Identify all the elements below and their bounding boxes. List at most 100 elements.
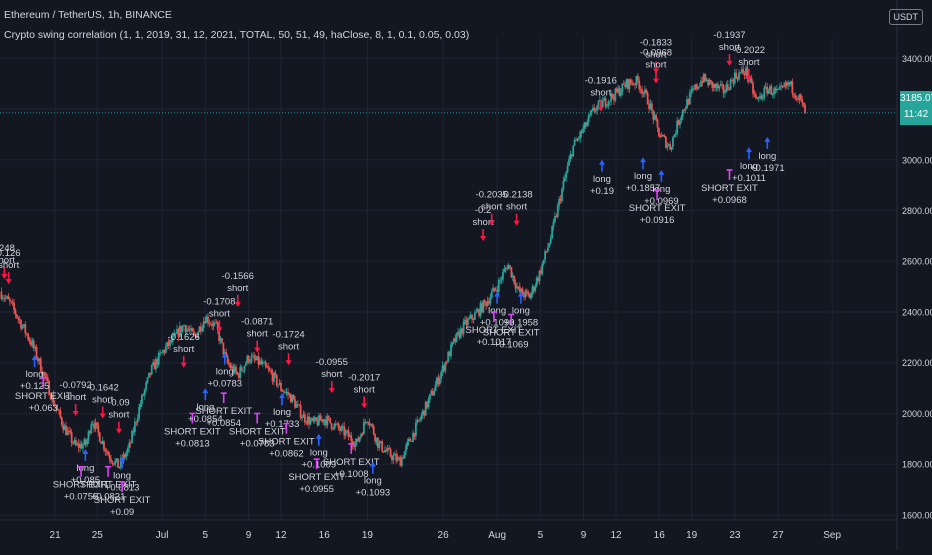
candle-body xyxy=(707,79,709,86)
candle-body xyxy=(615,88,618,93)
candle-body xyxy=(80,443,83,449)
exit-signal-label: SHORT EXIT xyxy=(164,426,221,437)
candle-body xyxy=(511,275,514,278)
candle-body xyxy=(555,216,558,217)
candle-body xyxy=(14,309,17,315)
x-tick-label: 16 xyxy=(654,530,666,541)
candle-body xyxy=(313,417,316,422)
candle-body xyxy=(244,363,247,366)
candle-body xyxy=(593,107,596,111)
candle-body xyxy=(74,440,77,445)
candle-body xyxy=(596,106,598,111)
candle-body xyxy=(295,404,298,408)
candle-body xyxy=(784,82,787,87)
candle-body xyxy=(423,410,426,416)
candle-body xyxy=(572,145,575,157)
indicator-legend[interactable]: Crypto swing correlation (1, 1, 2019, 31… xyxy=(4,29,470,41)
signal-exit: SHORT EXIT+0.0755 xyxy=(53,465,110,503)
candle-body xyxy=(41,371,44,375)
candle-body xyxy=(798,94,801,100)
signal-exit: SHORT EXIT+0.0813 xyxy=(164,412,221,449)
candle-body xyxy=(655,115,658,120)
candle-body xyxy=(379,441,382,443)
candle-body xyxy=(514,283,517,289)
candle-body xyxy=(348,435,351,437)
short-signal-label: short xyxy=(719,42,740,53)
candle-body xyxy=(215,322,218,324)
candle-body xyxy=(246,355,249,364)
candle-body xyxy=(586,121,589,127)
candle-body xyxy=(160,352,163,354)
candle-body xyxy=(323,419,326,423)
long-arrow-icon xyxy=(745,147,752,153)
candle-body xyxy=(631,83,634,85)
short-signal-label: -0.09 xyxy=(108,398,130,409)
long-signal-label: long xyxy=(512,306,530,317)
candle-body xyxy=(391,456,393,461)
candle-body xyxy=(4,297,7,299)
candle-body xyxy=(111,461,114,464)
short-arrow-icon xyxy=(285,360,292,366)
signal-exit: SHORT EXIT+0.0821 xyxy=(80,465,137,503)
signal-exit: SHORT EXIT+0.09 xyxy=(94,481,151,518)
candle-body xyxy=(669,144,672,150)
long-signal-label: +0.1011 xyxy=(732,173,766,184)
long-signal-label: +0.0969 xyxy=(644,196,679,207)
candle-body xyxy=(794,94,797,99)
candle-body xyxy=(332,428,334,430)
candle-body xyxy=(702,74,705,83)
short-signal-label: 1248 xyxy=(0,243,15,254)
short-arrow-icon xyxy=(513,220,520,226)
long-signal-label: long xyxy=(758,151,776,162)
candle-body xyxy=(545,251,548,252)
signal-long: long+0.1733 xyxy=(265,393,299,430)
short-signal-label: -0.0955 xyxy=(316,357,348,368)
short-signal-label: -0.1937 xyxy=(713,30,745,41)
currency-badge[interactable]: USDT xyxy=(888,9,923,25)
candle-body xyxy=(721,84,724,86)
candle-body xyxy=(634,83,636,86)
candle-body xyxy=(764,86,767,88)
candle-body xyxy=(701,80,704,83)
candle-body xyxy=(83,439,86,445)
x-tick-label: 21 xyxy=(50,530,62,541)
candle-body xyxy=(499,279,502,281)
current-price-value: 3185.07 xyxy=(900,93,932,104)
candle-body xyxy=(495,289,497,291)
candle-body xyxy=(638,80,641,89)
candle-body xyxy=(420,414,423,420)
candle-body xyxy=(236,372,239,375)
candle-body xyxy=(540,270,542,274)
candle-body xyxy=(611,93,614,98)
candle-body xyxy=(318,415,320,426)
candle-body xyxy=(35,346,38,359)
candle-body xyxy=(251,355,254,357)
candle-body xyxy=(399,457,402,467)
candle-body xyxy=(119,458,122,467)
exit-signal-label: +0.0821 xyxy=(91,492,126,503)
candle-body xyxy=(18,319,21,321)
candle-body xyxy=(625,79,628,88)
candle-body xyxy=(98,432,101,442)
candle-body xyxy=(683,109,686,111)
candle-body xyxy=(736,77,739,80)
candle-body xyxy=(694,84,697,89)
candle-body xyxy=(587,115,590,122)
short-signal-label: short xyxy=(227,283,248,294)
exit-signal-label: +0.0783 xyxy=(240,438,275,449)
candle-body xyxy=(584,122,587,127)
candle-body xyxy=(350,435,353,442)
candle-body xyxy=(427,399,430,408)
candle-body xyxy=(552,221,555,227)
candle-body xyxy=(8,299,11,302)
candle-body xyxy=(294,399,296,408)
short-arrow-icon xyxy=(99,413,106,419)
candle-body xyxy=(715,84,718,88)
candle-body xyxy=(398,457,400,459)
exit-signal-label: SHORT EXIT xyxy=(466,325,523,336)
exit-signal-label: SHORT EXIT xyxy=(483,328,540,339)
